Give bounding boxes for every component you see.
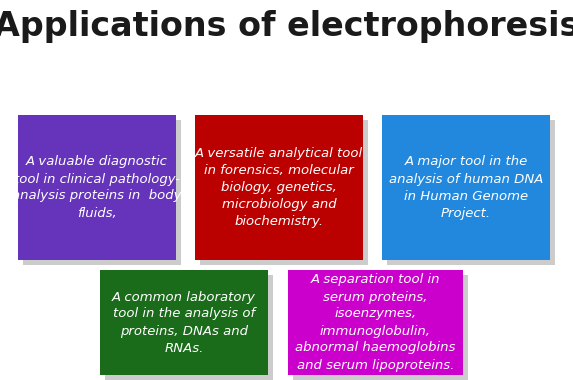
FancyBboxPatch shape [387,120,555,265]
Text: A common laboratory
tool in the analysis of
proteins, DNAs and
RNAs.: A common laboratory tool in the analysis… [112,290,256,355]
FancyBboxPatch shape [23,120,181,265]
FancyBboxPatch shape [195,115,363,260]
Text: A valuable diagnostic
tool in clinical pathology-
analysis proteins in  body
flu: A valuable diagnostic tool in clinical p… [12,155,182,220]
FancyBboxPatch shape [293,275,468,380]
Text: A separation tool in
serum proteins,
isoenzymes,
immunoglobulin,
abnormal haemog: A separation tool in serum proteins, iso… [295,274,456,372]
FancyBboxPatch shape [18,115,176,260]
Text: A versatile analytical tool
in forensics, molecular
biology, genetics,
microbiol: A versatile analytical tool in forensics… [195,147,363,228]
FancyBboxPatch shape [288,270,463,375]
Text: A major tool in the
analysis of human DNA
in Human Genome
Project.: A major tool in the analysis of human DN… [389,155,543,220]
Text: Applications of electrophoresis: Applications of electrophoresis [0,10,573,43]
FancyBboxPatch shape [100,270,268,375]
FancyBboxPatch shape [382,115,550,260]
FancyBboxPatch shape [200,120,368,265]
FancyBboxPatch shape [105,275,273,380]
